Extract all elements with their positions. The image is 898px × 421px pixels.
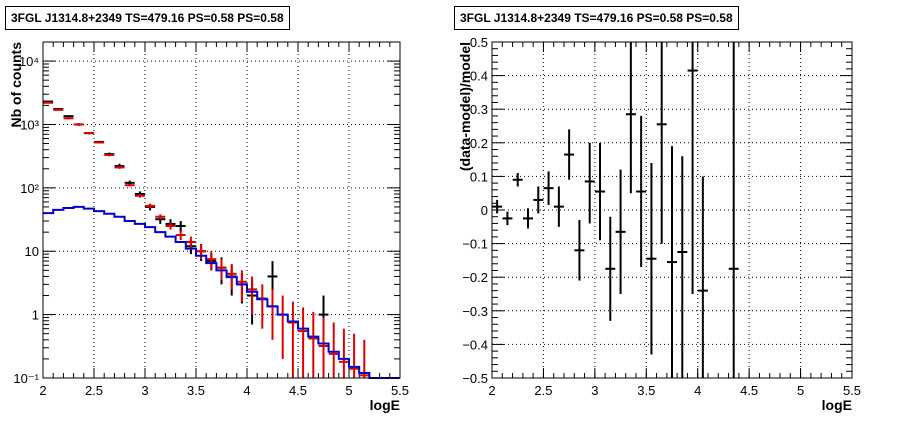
x-tick-label: 3 [591,383,598,398]
residual-point [687,42,698,294]
model-point [165,222,176,230]
model-point [175,230,186,241]
model-point [236,270,247,302]
y-tick-label: −0.3 [462,304,488,319]
counts-panel: 2 2.5 3 3.5 4 4.5 5 5.5 10⁻¹ 1 10 10² 10³ 10⁴ logE Nb o… [5,6,409,413]
residual-point [615,169,626,294]
model-point [53,108,64,111]
x-tick-label: 4.5 [740,383,758,398]
x-tick-label: 3.5 [637,383,655,398]
residual-point [697,176,708,378]
x-tick-label: 2.5 [85,383,103,398]
residual-point [605,216,616,321]
y-tick-label: 0.5 [470,35,488,50]
x-tick-label: 3.5 [187,383,205,398]
y-tick-label: −0.1 [462,237,488,252]
residual-point [646,162,657,355]
model-point [73,123,84,126]
y-tick-label: 0.1 [470,169,488,184]
x-tick-label: 5.5 [391,383,409,398]
residual-point [625,42,636,194]
x-tick-label: 3 [141,383,148,398]
model-point [318,317,329,378]
residual-point [564,129,575,180]
model-point [145,203,156,209]
y-tick-label: −0.2 [462,270,488,285]
x-tick-label: 5.5 [843,383,861,398]
residual-point [728,42,739,378]
x-tick-label: 2.5 [534,383,552,398]
y-tick-label: 0.3 [470,102,488,117]
model-point [185,236,196,249]
y-tick-label: 1 [32,308,39,323]
residual-point [512,173,523,187]
model-point [124,184,135,187]
x-axis-title: logE [370,397,400,413]
residual-point [656,42,667,244]
x-tick-label: 5 [797,383,804,398]
data-point [63,115,74,118]
counts-chart: 2 2.5 3 3.5 4 4.5 5 5.5 10⁻¹ 1 10 10² 10³ 10⁴ logE Nb o… [8,41,409,413]
model-point [134,193,145,198]
model-point [104,153,115,157]
y-tick-label: 10² [20,181,39,196]
data-point [175,220,186,233]
y-tick-label: −0.5 [462,371,488,386]
model-point [94,141,105,144]
x-tick-label: 5 [345,383,352,398]
model-point [83,132,94,135]
residual-point [543,171,554,205]
y-tick-label: 0 [481,203,488,218]
model-point [328,322,339,378]
y-axis-title: (data-model)/model [457,42,473,171]
residual-point [595,142,605,241]
residual-point [492,199,503,214]
residual-point [667,146,677,378]
model-point [155,214,166,220]
model-point [63,117,74,120]
residuals-chart: 2 2.5 3 3.5 4 4.5 5 5.5 −0.5 −0.4 −0.3 −0.2 −0.1 0 0.1… [457,35,861,413]
x-tick-label: 4.5 [289,383,307,398]
plot-frame [491,41,853,379]
residual-point [677,156,688,378]
residuals-chart-title: 3FGL J1314.8+2349 TS=479.16 PS=0.58 PS=0… [454,6,739,30]
x-tick-label: 2 [39,383,46,398]
y-tick-label: 0.4 [470,69,488,84]
y-tick-label: 10 [25,244,39,259]
model-point [114,166,125,169]
model-point [43,101,54,104]
y-tick-label: −0.4 [462,337,488,352]
model-point [338,328,349,378]
model-point [298,307,309,378]
residual-point [636,115,647,268]
model-point [247,276,258,315]
model-point [349,333,360,378]
x-tick-label: 4 [243,383,250,398]
residual-point [533,186,544,214]
y-tick-label: 0.2 [470,136,488,151]
model-point [287,301,298,378]
y-tick-label: 10³ [20,117,39,132]
residual-point [574,220,585,281]
residual-point [523,208,533,229]
x-axis-title: logE [822,397,852,413]
residuals-panel: 2 2.5 3 3.5 4 4.5 5 5.5 −0.5 −0.4 −0.3 −0.2 −0.1 0 0.1… [449,0,898,421]
model-point [206,251,217,271]
y-axis-title: Nb of counts [8,42,24,128]
y-tick-label: 10⁻¹ [13,371,39,386]
counts-chart-title: 3FGL J1314.8+2349 TS=479.16 PS=0.58 PS=0… [5,6,290,30]
residual-point [584,142,595,224]
residual-point [502,211,513,226]
y-tick-label: 10⁴ [19,54,39,69]
plot-area [43,42,400,378]
x-tick-label: 4 [694,383,701,398]
background-model-histogram [43,205,400,379]
x-tick-label: 2 [488,383,495,398]
plot-frame [42,41,401,379]
residual-point [553,186,564,227]
model-point [308,311,319,378]
model-point [359,339,370,378]
